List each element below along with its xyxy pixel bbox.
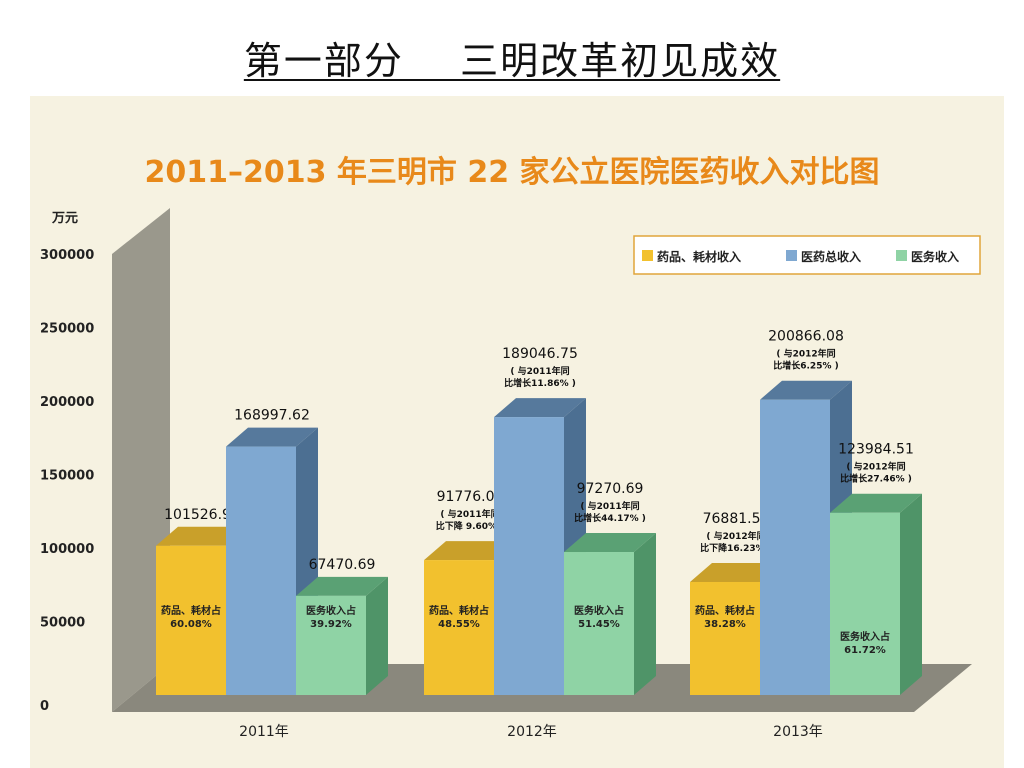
bar-3-3: [830, 512, 900, 695]
bar-share-label: 医务收入占 51.45%: [574, 604, 624, 630]
legend-swatch: [896, 250, 907, 261]
data-note: ( 与2012年同比下降16.23% ): [700, 530, 772, 554]
bar-top: [226, 427, 318, 447]
legend-swatch: [786, 250, 797, 261]
bar-3-1: [296, 595, 366, 695]
legend-label: 医药总收入: [801, 249, 861, 264]
bar-2-2: [494, 417, 564, 695]
bar-top: [156, 526, 248, 546]
y-tick-label: 250000: [40, 322, 94, 337]
bar-share-label: 药品、耗材占 60.08%: [161, 604, 221, 630]
x-tick-label: 2011年: [239, 724, 289, 740]
x-tick-label: 2013年: [773, 724, 823, 740]
data-label: 189046.75: [502, 346, 578, 362]
bar-1-1: [156, 545, 226, 695]
bar-side: [366, 576, 388, 695]
x-tick-label: 2012年: [507, 724, 557, 740]
y-tick-label: 200000: [40, 395, 94, 410]
bar-2-1: [226, 446, 296, 695]
y-tick-label: 50000: [40, 616, 85, 631]
bar-share-label: 药品、耗材占 48.55%: [429, 604, 489, 630]
bar-top: [760, 380, 852, 400]
y-tick-label: 100000: [40, 542, 94, 557]
data-label: 123984.51: [838, 442, 914, 458]
legend-label: 医务收入: [911, 249, 959, 264]
chart-title: 2011–2013 年三明市 22 家公立医院医药收入对比图: [144, 155, 879, 190]
data-label: 91776.06: [437, 489, 504, 505]
bar-2-3: [760, 399, 830, 695]
y-tick-label: 300000: [40, 248, 94, 263]
bar-share-label: 医务收入占 61.72%: [840, 630, 890, 656]
y-tick-label: 150000: [40, 469, 94, 484]
legend-box: [633, 235, 981, 275]
data-note: ( 与2011年同比增长44.17% ): [574, 500, 646, 524]
data-label: 200866.08: [768, 329, 844, 345]
bar-top: [296, 576, 388, 596]
legend-swatch: [642, 250, 653, 261]
data-note: ( 与2011年同比下降 9.60% ): [436, 508, 505, 532]
bar-1-3: [690, 581, 760, 695]
slide-title: 第一部分 三明改革初见成效: [243, 39, 781, 83]
data-label: 101526.93: [164, 507, 240, 523]
bar-1-2: [424, 560, 494, 695]
data-note: ( 与2012年同比增长27.46% ): [840, 461, 912, 485]
data-label: 67470.69: [309, 557, 376, 573]
bar-top: [494, 398, 586, 418]
chart-back-wall: [112, 208, 170, 712]
bar-side: [900, 493, 922, 695]
data-note: ( 与2011年同比增长11.86% ): [504, 365, 576, 389]
bar-top: [564, 533, 656, 553]
bar-3-2: [564, 552, 634, 695]
legend-label: 药品、耗材收入: [657, 249, 741, 264]
bar-share-label: 医务收入占 39.92%: [306, 604, 356, 630]
data-note: ( 与2012年同比增长6.25% ): [773, 348, 838, 372]
data-label: 97270.69: [577, 481, 644, 497]
y-axis-unit: 万元: [51, 211, 78, 226]
bar-top: [830, 493, 922, 513]
data-label: 76881.57: [703, 511, 770, 527]
bar-side: [634, 533, 656, 695]
y-tick-label: 0: [40, 699, 49, 714]
data-label: 168997.62: [234, 408, 310, 424]
bar-top: [690, 562, 782, 582]
bar-share-label: 药品、耗材占 38.28%: [695, 604, 755, 630]
bar-top: [424, 541, 516, 561]
